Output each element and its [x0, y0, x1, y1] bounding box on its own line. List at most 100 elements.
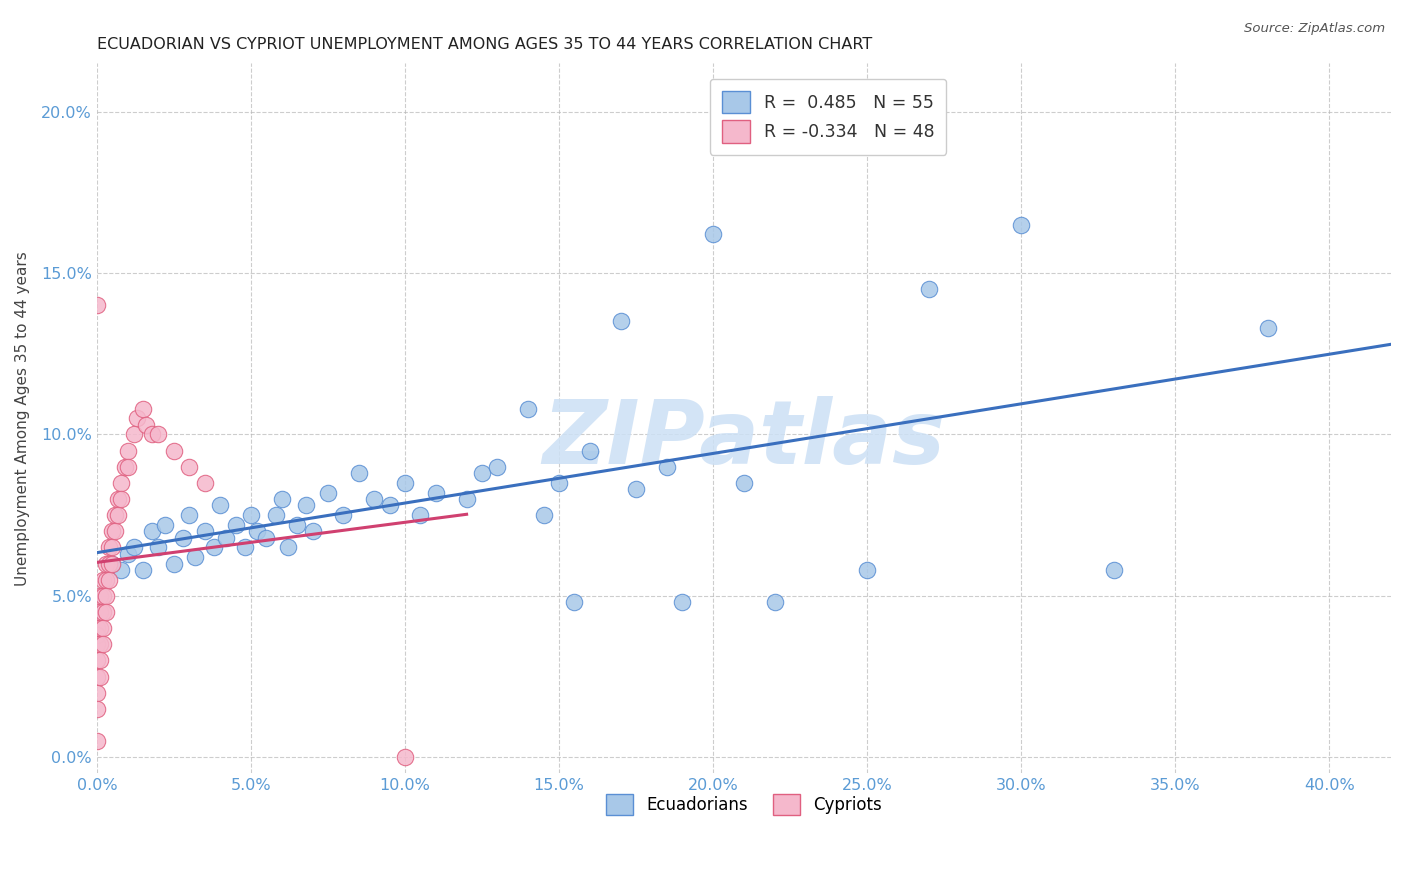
Point [94, 573, 117, 587]
Point [98, 557, 121, 571]
Point [117, 443, 139, 458]
Point [471, 466, 494, 480]
Point [107, 491, 129, 506]
Point [671, 595, 693, 609]
Point [98, 573, 121, 587]
Text: ECUADORIAN VS CYPRIOT UNEMPLOYMENT AMONG AGES 35 TO 44 YEARS CORRELATION CHART: ECUADORIAN VS CYPRIOT UNEMPLOYMENT AMONG… [97, 37, 872, 53]
Point [194, 524, 217, 539]
Point [733, 475, 755, 490]
Point [184, 550, 207, 565]
Point [91, 621, 114, 635]
Point [517, 401, 540, 416]
Point [179, 508, 201, 523]
Point [94, 605, 117, 619]
Point [579, 443, 602, 458]
Point [110, 475, 132, 490]
Point [122, 427, 145, 442]
Point [254, 531, 277, 545]
Point [86, 298, 108, 312]
Point [316, 485, 339, 500]
Point [486, 459, 509, 474]
Legend: Ecuadorians, Cypriots: Ecuadorians, Cypriots [596, 784, 891, 825]
Point [86, 669, 108, 683]
Point [86, 621, 108, 635]
Point [394, 750, 416, 764]
Point [89, 605, 111, 619]
Point [89, 669, 111, 683]
Point [1010, 218, 1032, 232]
Point [225, 517, 247, 532]
Point [624, 483, 647, 497]
Point [285, 517, 308, 532]
Point [347, 466, 370, 480]
Point [101, 541, 124, 555]
Point [135, 417, 157, 432]
Point [114, 459, 136, 474]
Point [163, 443, 186, 458]
Point [215, 531, 238, 545]
Point [94, 557, 117, 571]
Point [378, 499, 401, 513]
Point [101, 524, 124, 539]
Point [655, 459, 678, 474]
Point [86, 627, 108, 641]
Point [209, 499, 232, 513]
Point [918, 282, 941, 296]
Text: ZIPatlas: ZIPatlas [543, 396, 945, 483]
Point [153, 517, 176, 532]
Point [86, 637, 108, 651]
Point [609, 314, 631, 328]
Point [1257, 321, 1279, 335]
Point [533, 508, 555, 523]
Point [104, 508, 127, 523]
Point [856, 563, 879, 577]
Point [148, 427, 170, 442]
Point [91, 573, 114, 587]
Point [702, 227, 724, 242]
Point [89, 589, 111, 603]
Point [101, 557, 124, 571]
Point [141, 427, 163, 442]
Y-axis label: Unemployment Among Ages 35 to 44 years: Unemployment Among Ages 35 to 44 years [15, 251, 30, 586]
Point [270, 491, 292, 506]
Point [117, 547, 139, 561]
Point [98, 541, 121, 555]
Point [425, 485, 447, 500]
Point [264, 508, 287, 523]
Point [548, 475, 571, 490]
Text: Source: ZipAtlas.com: Source: ZipAtlas.com [1244, 22, 1385, 36]
Point [179, 459, 201, 474]
Point [332, 508, 354, 523]
Point [104, 524, 127, 539]
Point [394, 475, 416, 490]
Point [194, 475, 217, 490]
Point [246, 524, 269, 539]
Point [564, 595, 586, 609]
Point [239, 508, 262, 523]
Point [117, 459, 139, 474]
Point [141, 524, 163, 539]
Point [148, 541, 170, 555]
Point [91, 605, 114, 619]
Point [94, 589, 117, 603]
Point [86, 702, 108, 716]
Point [89, 621, 111, 635]
Point [409, 508, 432, 523]
Point [101, 557, 124, 571]
Point [91, 637, 114, 651]
Point [233, 541, 256, 555]
Point [1102, 563, 1125, 577]
Point [107, 508, 129, 523]
Point [110, 491, 132, 506]
Point [125, 411, 148, 425]
Point [763, 595, 786, 609]
Point [132, 563, 155, 577]
Point [301, 524, 323, 539]
Point [86, 734, 108, 748]
Point [163, 557, 186, 571]
Point [132, 401, 155, 416]
Point [89, 637, 111, 651]
Point [202, 541, 225, 555]
Point [456, 491, 478, 506]
Point [86, 653, 108, 667]
